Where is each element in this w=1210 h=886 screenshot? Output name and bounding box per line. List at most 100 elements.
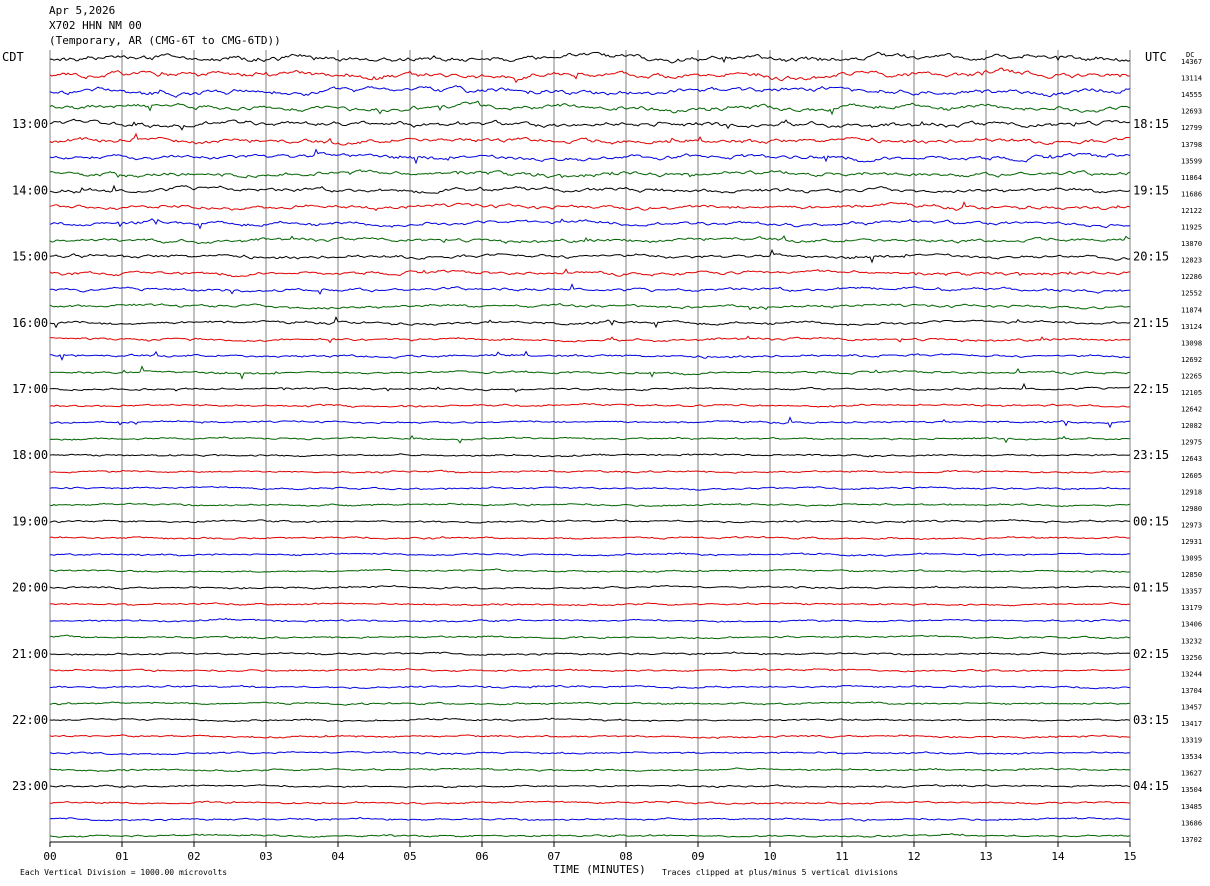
header-date: Apr 5,2026 bbox=[49, 4, 116, 17]
dc-offset-label: 11925 bbox=[1181, 224, 1202, 232]
trace-line bbox=[49, 833, 1131, 839]
trace-line bbox=[49, 617, 1131, 623]
x-tick-label: 15 bbox=[1123, 850, 1136, 863]
cdt-hour-label: 16:00 bbox=[12, 316, 48, 330]
utc-hour-label: 23:15 bbox=[1133, 448, 1169, 462]
trace-line bbox=[49, 169, 1131, 179]
utc-hour-label: 19:15 bbox=[1133, 183, 1169, 197]
dc-offset-label: 12605 bbox=[1181, 472, 1202, 480]
x-tick-label: 04 bbox=[331, 850, 345, 863]
trace-line bbox=[49, 602, 1131, 607]
cdt-hour-label: 22:00 bbox=[12, 713, 48, 727]
utc-hour-label: 21:15 bbox=[1133, 316, 1169, 330]
x-tick-label: 13 bbox=[979, 850, 992, 863]
dc-offset-label: 12931 bbox=[1181, 538, 1202, 546]
trace-line bbox=[49, 184, 1131, 194]
dc-offset-label: 13114 bbox=[1181, 75, 1202, 83]
trace-line bbox=[49, 201, 1131, 212]
scale-note: Each Vertical Division = 1000.00 microvo… bbox=[20, 868, 227, 877]
x-tick-label: 06 bbox=[475, 850, 488, 863]
dc-offset-label: 13686 bbox=[1181, 819, 1202, 827]
trace-line bbox=[49, 100, 1131, 116]
trace-line bbox=[49, 402, 1131, 408]
x-tick-label: 11 bbox=[835, 850, 848, 863]
x-tick-label: 02 bbox=[187, 850, 200, 863]
trace-line bbox=[49, 651, 1131, 656]
trace-line bbox=[49, 365, 1131, 380]
dc-offset-label: 12693 bbox=[1181, 108, 1202, 116]
trace-line bbox=[49, 584, 1131, 590]
cdt-hour-label: 21:00 bbox=[12, 647, 48, 661]
trace-line bbox=[49, 784, 1131, 789]
dc-offset-label: 12643 bbox=[1181, 455, 1202, 463]
trace-line bbox=[49, 684, 1131, 690]
dc-offset-label: 12973 bbox=[1181, 521, 1202, 529]
trace-line bbox=[49, 453, 1131, 458]
trace-line bbox=[49, 235, 1131, 245]
utc-hour-label: 20:15 bbox=[1133, 250, 1169, 264]
header-network: (Temporary, AR (CMG-6T to CMG-6TD)) bbox=[49, 34, 281, 47]
trace-line bbox=[49, 85, 1131, 98]
dc-offset-label: 13534 bbox=[1181, 753, 1202, 761]
trace-line bbox=[49, 502, 1131, 508]
trace-line bbox=[49, 519, 1130, 524]
trace-line bbox=[49, 717, 1131, 723]
x-tick-label: 08 bbox=[619, 850, 632, 863]
dc-offset-label: 13244 bbox=[1181, 670, 1202, 678]
utc-hour-label: 01:15 bbox=[1133, 581, 1169, 595]
dc-offset-label: 12286 bbox=[1181, 273, 1202, 281]
x-tick-label: 03 bbox=[259, 850, 272, 863]
trace-line bbox=[49, 485, 1131, 491]
trace-line bbox=[50, 552, 1131, 557]
utc-hour-label: 00:15 bbox=[1133, 514, 1169, 528]
x-tick-label: 00 bbox=[43, 850, 56, 863]
dc-offset-label: 13627 bbox=[1181, 770, 1202, 778]
trace-line bbox=[49, 268, 1131, 278]
minute-gridlines bbox=[49, 50, 1131, 847]
cdt-hour-label: 18:00 bbox=[12, 448, 48, 462]
axis-labels: CDT UTC DC Each Vertical Division = 1000… bbox=[2, 50, 1202, 877]
dc-offset-label: 12975 bbox=[1181, 439, 1202, 447]
trace-line bbox=[49, 416, 1131, 429]
dc-offset-label: 12552 bbox=[1181, 290, 1202, 298]
dc-offset-label: 11874 bbox=[1181, 306, 1202, 314]
cdt-hour-label: 15:00 bbox=[12, 250, 48, 264]
dc-offset-label: 12850 bbox=[1181, 571, 1202, 579]
dc-offset-label: 13406 bbox=[1181, 621, 1202, 629]
dc-offset-label: 13599 bbox=[1181, 157, 1202, 165]
trace-line bbox=[50, 800, 1131, 805]
x-tick-label: 05 bbox=[403, 850, 416, 863]
trace-line bbox=[49, 767, 1131, 773]
cdt-hour-label: 17:00 bbox=[12, 382, 48, 396]
dc-offset-label: 12980 bbox=[1181, 505, 1202, 513]
utc-hour-label: 04:15 bbox=[1133, 779, 1169, 793]
dc-offset-label: 12265 bbox=[1181, 372, 1202, 380]
dc-offset-label: 13232 bbox=[1181, 637, 1202, 645]
trace-line bbox=[49, 750, 1131, 756]
dc-offset-label: 13798 bbox=[1181, 141, 1202, 149]
trace-line bbox=[49, 634, 1131, 640]
clip-note: Traces clipped at plus/minus 5 vertical … bbox=[662, 868, 898, 877]
trace-line bbox=[49, 118, 1131, 131]
trace-line bbox=[49, 469, 1131, 474]
dc-offset-label: 13256 bbox=[1181, 654, 1202, 662]
dc-offset-label: 13095 bbox=[1181, 555, 1202, 563]
trace-line bbox=[49, 568, 1131, 573]
trace-line bbox=[49, 218, 1131, 230]
dc-offset-label: 13485 bbox=[1181, 803, 1202, 811]
dc-offset-label: 14555 bbox=[1181, 91, 1202, 99]
trace-line bbox=[49, 248, 1131, 264]
dc-offset-label: 11864 bbox=[1181, 174, 1202, 182]
trace-line bbox=[49, 67, 1131, 84]
dc-offset-label: 12692 bbox=[1181, 356, 1202, 364]
trace-line bbox=[49, 382, 1131, 393]
utc-hour-label: 22:15 bbox=[1133, 382, 1169, 396]
seismic-traces bbox=[49, 51, 1131, 839]
utc-hour-label: 18:15 bbox=[1133, 117, 1169, 131]
dc-offset-label: 12918 bbox=[1181, 488, 1202, 496]
cdt-hour-label: 20:00 bbox=[12, 581, 48, 595]
trace-line bbox=[49, 148, 1131, 165]
trace-line bbox=[49, 535, 1131, 541]
dc-offset-label: 12082 bbox=[1181, 422, 1202, 430]
